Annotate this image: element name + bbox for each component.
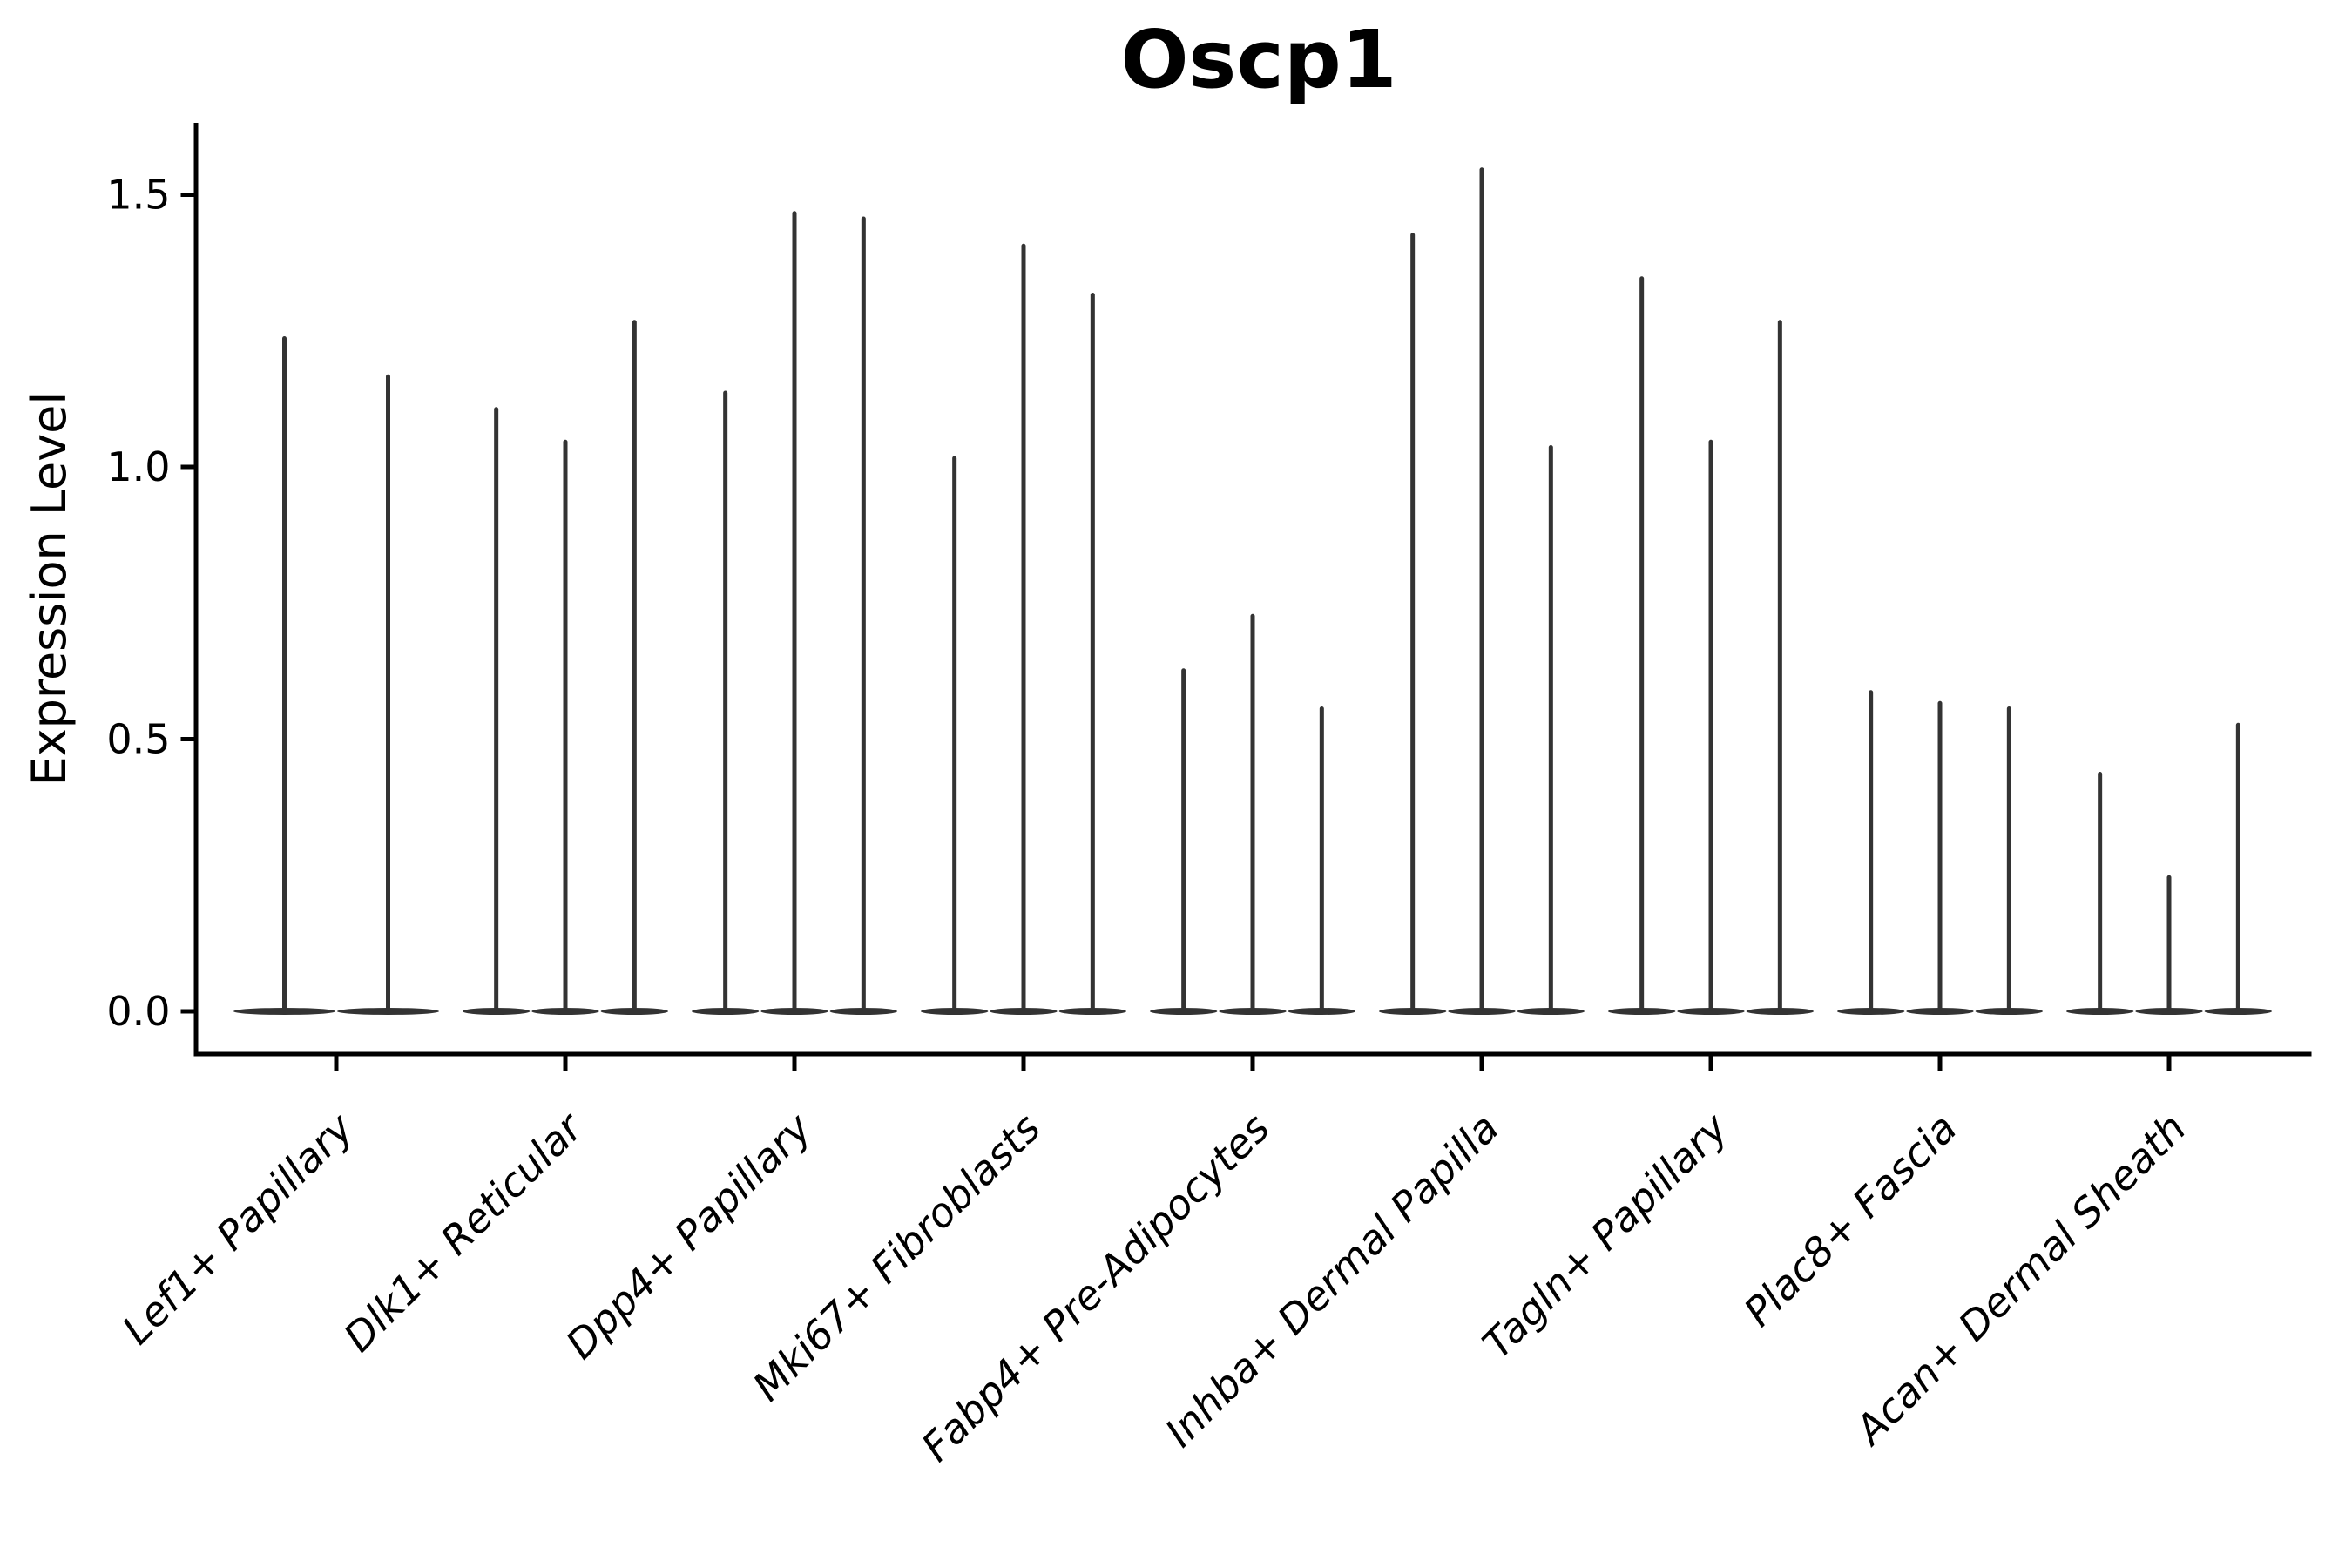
x-tick-mark (1937, 1056, 1943, 1071)
violin-spike (2098, 772, 2103, 1011)
violin-base (1150, 1008, 1218, 1015)
violin-spike (1181, 668, 1186, 1011)
y-tick-label: 1.5 (106, 172, 170, 219)
bottom-spine (193, 1051, 2312, 1057)
violin-spike (1639, 276, 1645, 1011)
x-tick-label: Plac8+ Fascia (1734, 1105, 1965, 1335)
violin-spike (1479, 167, 1484, 1011)
violin-spike (1777, 320, 1782, 1011)
violin (990, 243, 1058, 1015)
violin (829, 216, 897, 1015)
y-tick-mark (180, 193, 194, 197)
violin-spike (632, 320, 637, 1011)
x-tick-mark (1479, 1056, 1484, 1071)
violin-spike (1319, 706, 1324, 1011)
violin-spike (1548, 445, 1553, 1011)
violin-base (692, 1008, 760, 1015)
violin (1448, 167, 1516, 1015)
y-tick-label: 1.0 (106, 443, 170, 490)
violin (2135, 875, 2203, 1015)
violin-base (2066, 1008, 2134, 1015)
violin-base (1517, 1008, 1585, 1015)
violin (1975, 706, 2043, 1015)
violins-layer (233, 167, 2272, 1015)
x-tick-mark (1021, 1056, 1026, 1071)
y-axis-label: Expression Level (22, 392, 77, 787)
x-tick-mark (334, 1056, 339, 1071)
violin (1906, 700, 1974, 1015)
violin-spike (2006, 706, 2011, 1011)
violin (2204, 722, 2272, 1015)
violin (1058, 293, 1127, 1015)
violin-spike (1250, 613, 1255, 1011)
violin (760, 211, 828, 1015)
violin (1746, 320, 1814, 1015)
violin (692, 390, 760, 1015)
violin (1150, 668, 1218, 1015)
x-tick-label: Lef1+ Papillary (113, 1104, 362, 1353)
violin (1677, 439, 1745, 1015)
violin-spike (386, 374, 390, 1011)
violin-base (1288, 1008, 1356, 1015)
x-tick-mark (792, 1056, 797, 1071)
violin-spike (723, 390, 728, 1011)
axes-spines (193, 123, 2312, 1057)
violin-spike (861, 216, 866, 1011)
violin-spike (1869, 690, 1874, 1011)
violin (921, 456, 989, 1015)
violin (531, 439, 599, 1015)
y-tick-label: 0.5 (106, 716, 170, 763)
violin (600, 320, 668, 1015)
violin-base (600, 1008, 668, 1015)
violin (1219, 613, 1287, 1015)
chart-title: Oscp1 (1120, 13, 1396, 106)
violin-base (1837, 1008, 1905, 1015)
violin-spike (1937, 700, 1943, 1011)
violin (463, 407, 531, 1015)
x-tick-label: Tagln+ Papillary (1473, 1104, 1737, 1368)
violin-spike (952, 456, 957, 1011)
violin (1288, 706, 1356, 1015)
x-tick-mark (563, 1056, 568, 1071)
violin-base (1379, 1008, 1447, 1015)
y-tick-mark (180, 464, 194, 470)
x-tick-label: Dlk1+ Reticular (335, 1102, 593, 1361)
violin-spike (1410, 233, 1416, 1011)
violin-spike (563, 439, 568, 1011)
violin (233, 336, 335, 1015)
x-tick-mark (1708, 1056, 1713, 1071)
y-tick-label: 0.0 (106, 988, 170, 1035)
x-tick-mark (2166, 1056, 2172, 1071)
violin-spike (1090, 293, 1095, 1011)
y-axis-ticks: 0.0 0.5 1.0 1.5 (106, 172, 194, 1035)
violin (1517, 445, 1585, 1015)
y-tick-mark (180, 737, 194, 741)
violin-base (1058, 1008, 1127, 1015)
violin-spike (1021, 243, 1026, 1011)
y-tick-mark (180, 1009, 194, 1014)
violin (1608, 276, 1676, 1015)
x-tick-mark (1250, 1056, 1255, 1071)
violin-base (1608, 1008, 1676, 1015)
violin-base (921, 1008, 989, 1015)
violin-base (1975, 1008, 2043, 1015)
violin-base (2204, 1008, 2272, 1015)
violin-spike (1708, 439, 1713, 1011)
violin (2066, 772, 2134, 1015)
violin-spike (494, 407, 499, 1011)
violin-spike (282, 336, 287, 1011)
violin-spike (2235, 722, 2240, 1011)
x-tick-label: Dpp4+ Papillary (557, 1104, 821, 1368)
violin-spike (2166, 875, 2172, 1011)
violin (1379, 233, 1447, 1015)
violin (337, 374, 439, 1015)
violin-spike (792, 211, 797, 1011)
violin (1837, 690, 1905, 1015)
left-spine (193, 123, 199, 1057)
violin-base (463, 1008, 531, 1015)
